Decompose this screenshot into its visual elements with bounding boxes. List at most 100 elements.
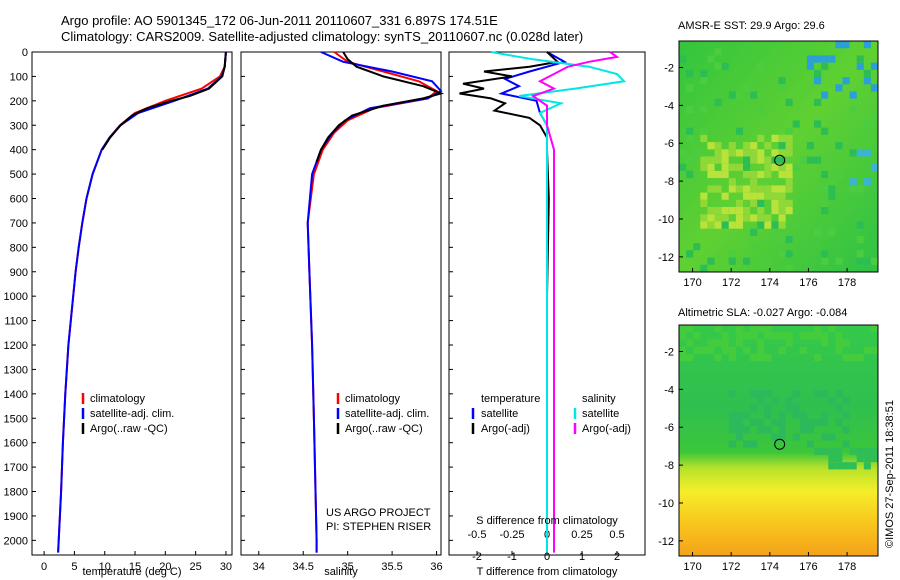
map-cell — [714, 325, 722, 333]
map-cell — [806, 156, 814, 164]
map-cell — [806, 55, 814, 63]
map-cell — [707, 346, 715, 354]
map-cell — [785, 199, 793, 207]
map-x-tick-label: 178 — [838, 277, 856, 289]
map-cell — [778, 214, 786, 222]
map-cell — [821, 91, 829, 99]
map-cell — [679, 163, 687, 171]
map-cell — [785, 207, 793, 215]
x-tick-label: 34 — [253, 561, 265, 573]
map-cell — [785, 98, 793, 106]
map-cell — [707, 163, 715, 171]
map-cell — [764, 142, 772, 150]
legend-header-salinity: salinity — [582, 393, 616, 405]
map-cell — [700, 69, 708, 78]
map-cell — [750, 325, 758, 333]
map-cell — [778, 221, 786, 229]
map-cell — [735, 426, 743, 434]
x-tick-label-s: 0.25 — [571, 529, 592, 541]
map-cell — [686, 353, 694, 362]
map-cell — [743, 163, 751, 171]
map-y-tick-label: -2 — [664, 63, 674, 75]
map-cell — [814, 98, 822, 106]
map-x-tick-label: 176 — [799, 561, 817, 573]
map-cell — [835, 346, 843, 354]
map-cell — [863, 454, 871, 463]
sla-map-cells — [679, 325, 878, 470]
map-cell — [764, 325, 772, 333]
map-cell — [743, 192, 751, 200]
map-cell — [778, 207, 786, 215]
map-cell — [870, 62, 878, 70]
map-cell — [721, 221, 729, 229]
map-x-tick-label: 178 — [838, 561, 856, 573]
map-cell — [707, 142, 715, 150]
map-cell — [778, 192, 786, 200]
map-cell — [735, 163, 743, 171]
map-cell — [785, 404, 793, 412]
map-cell — [764, 257, 772, 265]
map-cell — [778, 426, 786, 434]
map-cell — [750, 170, 758, 179]
map-cell — [828, 325, 836, 333]
x-tick-label: 15 — [129, 561, 141, 573]
map-cell — [849, 106, 857, 114]
map-cell — [814, 120, 822, 128]
map-cell — [721, 62, 729, 70]
map-cell — [707, 207, 715, 215]
map-cell — [743, 440, 751, 448]
map-cell — [735, 339, 743, 347]
temperature-legend: climatology satellite-adj. clim. Argo(..… — [81, 393, 174, 435]
map-cell — [714, 207, 722, 215]
map-cell — [728, 250, 736, 258]
map-cell — [792, 221, 800, 229]
map-cell — [771, 192, 779, 200]
map-cell — [728, 163, 736, 171]
map-cell — [757, 134, 765, 142]
credit-line1: US ARGO PROJECT — [326, 507, 431, 519]
map-cell — [785, 332, 793, 340]
map-cell — [764, 170, 772, 179]
map-cell — [707, 185, 715, 193]
depth-tick-label: 2000 — [4, 535, 28, 547]
x-tick-label: 30 — [220, 561, 232, 573]
map-cell — [778, 418, 786, 426]
map-cell — [771, 134, 779, 142]
map-cell — [856, 149, 864, 157]
map-cell — [721, 207, 729, 215]
x-tick-label-s: -0.5 — [468, 529, 487, 541]
map-cell — [814, 69, 822, 78]
map-cell — [707, 55, 715, 63]
map-cell — [771, 207, 779, 215]
map-cell — [799, 426, 807, 434]
map-cell — [771, 397, 779, 405]
map-cell — [714, 214, 722, 222]
map-cell — [814, 325, 822, 333]
map-cell — [728, 142, 736, 150]
map-cell — [700, 221, 708, 229]
map-cell — [728, 440, 736, 448]
map-cell — [764, 163, 772, 171]
map-cell — [679, 332, 687, 340]
map-cell — [714, 142, 722, 150]
map-cell — [750, 185, 758, 193]
map-cell — [757, 390, 765, 398]
map-cell — [686, 84, 694, 92]
legend-label-satellite: satellite-adj. clim. — [345, 408, 429, 420]
map-cell — [821, 447, 829, 455]
map-cell — [764, 404, 772, 412]
map-cell — [835, 257, 843, 265]
legend-header-temperature: temperature — [481, 393, 540, 405]
series-line-salinity-argo(-adj) — [530, 51, 620, 553]
map-cell — [757, 199, 765, 207]
map-cell — [700, 264, 708, 272]
x-tick-label-t: 0 — [544, 551, 550, 563]
map-cell — [799, 411, 807, 419]
map-cell — [821, 390, 829, 398]
depth-tick-label: 1000 — [4, 291, 28, 303]
map-cell — [750, 142, 758, 150]
map-cell — [771, 228, 779, 236]
map-cell — [693, 332, 701, 340]
map-cell — [707, 221, 715, 229]
